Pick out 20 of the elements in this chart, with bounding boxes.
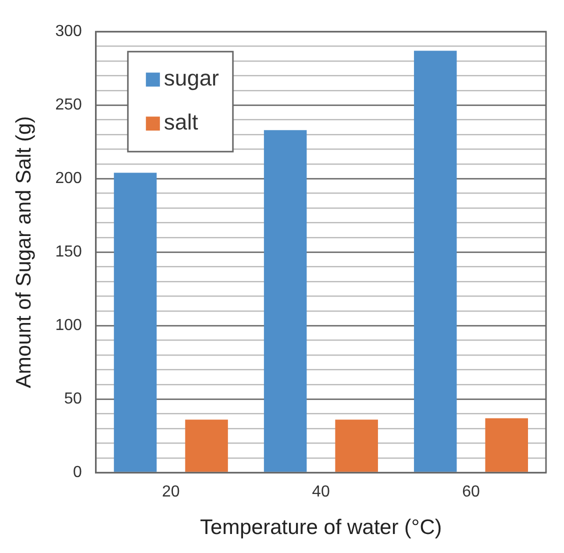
x-tick-label: 60: [462, 484, 480, 501]
y-axis-title: Amount of Sugar and Salt (g): [12, 116, 36, 388]
bar: [335, 420, 378, 472]
x-tick-label: 20: [162, 484, 180, 501]
legend-label: salt: [164, 110, 198, 135]
y-tick-label: 0: [72, 464, 82, 482]
bar: [485, 418, 528, 472]
y-tick-label: 50: [64, 390, 82, 408]
bar: [264, 130, 307, 472]
bar: [414, 50, 457, 472]
y-tick-label: 200: [55, 170, 82, 188]
legend-label: sugar: [164, 66, 219, 91]
y-tick-label: 250: [55, 96, 82, 114]
x-tick-label: 40: [312, 484, 330, 501]
y-tick-label: 100: [55, 317, 82, 334]
bar: [185, 420, 228, 472]
y-tick-label: 150: [55, 244, 82, 261]
bar: [114, 172, 157, 472]
x-axis-title: Temperature of water (°C): [200, 516, 442, 540]
y-tick-label: 300: [55, 23, 82, 40]
